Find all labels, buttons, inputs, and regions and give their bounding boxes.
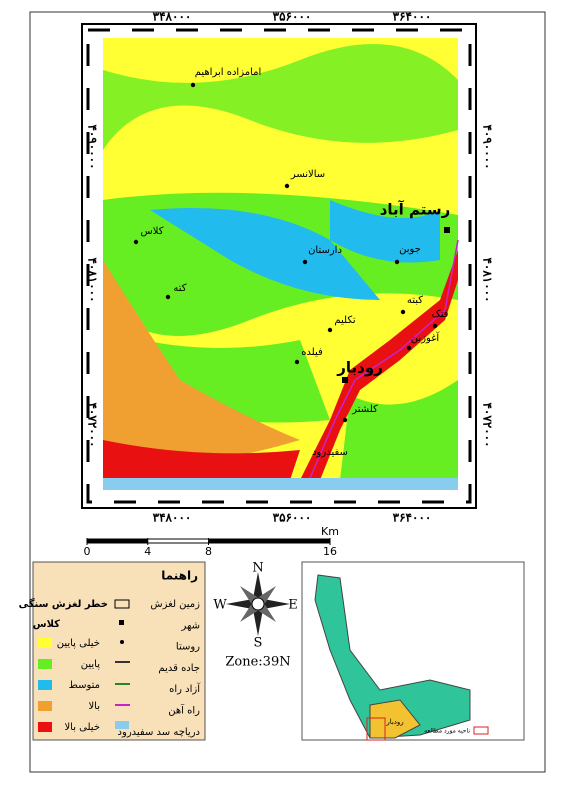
place-label: فتک [432,309,449,320]
place-marker [342,377,348,383]
place-label: رودبار [336,359,383,377]
inset-note: ناحیه مورد مطالعه [424,728,470,735]
legend-class-label: خیلی پایین [57,638,100,649]
place-label: کلاس [141,226,164,237]
area-green [103,44,458,150]
compass-s: S [254,636,263,651]
legend-class-label: پایین [81,659,100,670]
place-label: دارستان [308,245,342,256]
place-marker [327,327,333,333]
place-label: رستم آباد [380,201,451,219]
place-label: سالانسر [290,169,325,180]
x-tick-label: ۳۶۴۰۰۰ [393,511,432,525]
scale-label: 4 [144,545,151,558]
legend-class-label: متوسط [69,680,100,691]
legend-swatch [38,701,52,711]
y-tick-label: ۴۰۸۱۰۰۰ [86,257,100,302]
legend-symbol-label: آزاد راه [169,682,201,695]
scale-segment [147,538,209,544]
area-mid [330,200,440,263]
area-high [103,260,300,470]
legend-swatch [38,722,52,732]
legend-swatch [38,659,52,669]
place-marker [406,345,412,351]
y-tick-label: ۴۰۸۱۰۰۰ [481,257,495,302]
inset-note-swatch [473,726,489,735]
place-label: تکلیم [334,315,356,326]
legend-swatch [38,638,52,648]
place-marker [432,323,438,329]
y-tick-label: ۴۰۹۰۰۰۰ [86,124,100,169]
place-marker [394,259,400,265]
place-label: امامزاده ابراهیم [195,67,262,78]
legend-subtitle: خطر لغزش سنگی [19,597,108,610]
compass [226,572,290,636]
legend-symbols [114,599,130,729]
area-very-high [300,250,458,480]
legend-symbol-label: روستا [176,642,200,653]
x-tick-label: ۳۴۸۰۰۰ [153,511,192,525]
legend-class-label: خیلی بالا [64,722,100,733]
scale-bar: Km 0 4 8 16 [84,525,339,558]
legend-symbol-label: زمین لغزش [150,599,200,610]
map-graticule [86,28,472,504]
compass-n: N [252,561,263,576]
inset-label: رودبار [385,718,403,726]
area-mid [150,208,380,300]
legend-symbol-label: راه آهن [168,704,200,717]
outer-frame [29,11,546,773]
place-marker [284,183,290,189]
place-label: کلشتر [351,404,378,415]
place-label: فیلده [301,347,323,358]
place-marker [190,82,196,88]
area-green [340,380,458,480]
scale-segment [86,538,149,544]
scale-segment [208,538,331,544]
place-marker [444,227,450,233]
x-tick-label: ۳۵۶۰۰۰ [273,10,312,24]
place-marker [400,309,406,315]
legend-swatch [38,680,52,690]
place-label: جوبن [399,244,421,255]
y-tick-label: ۴۰۷۲۰۰۰ [86,402,100,447]
place-label: سفیدرود [312,447,348,458]
place-marker [133,239,139,245]
inset-study-frame [366,717,386,741]
place-marker [294,359,300,365]
place-label: کبته [407,295,423,306]
legend-symbol-label: دریاچه سد سفیدرود [118,727,200,738]
legend-class-title: کلاس [33,619,60,630]
legend-class-label: بالا [88,701,100,712]
inset-study-area [369,699,421,739]
inset-province [314,574,471,739]
y-tick-label: ۴۰۷۲۰۰۰ [481,402,495,447]
x-tick-label: ۳۵۶۰۰۰ [273,511,312,525]
compass-w: W [213,598,227,613]
zone-label: Zone:39N [225,655,290,670]
y-tick-label: ۴۰۹۰۰۰۰ [481,124,495,169]
legend-symbol-label: جاده قدیم [158,663,200,674]
map-area [103,38,459,490]
scale-label: 16 [323,545,337,558]
legend-box [32,561,206,741]
scale-unit: Km [321,525,339,538]
lake [103,478,458,490]
x-tick-label: ۳۶۴۰۰۰ [393,10,432,24]
place-label: آغوزبن [411,331,441,344]
place-marker [302,259,308,265]
place-label: کته [173,283,186,294]
scale-label: 8 [205,545,212,558]
area-very-high [103,440,300,480]
legend-symbol-label: شهر [180,620,200,631]
compass-e: E [288,598,298,613]
place-marker [342,417,348,423]
place-marker [165,294,171,300]
legend-title: راهنما [161,569,198,583]
railway [309,239,459,479]
scale-label: 0 [84,545,91,558]
x-tick-label: ۳۴۸۰۰۰ [153,10,192,24]
